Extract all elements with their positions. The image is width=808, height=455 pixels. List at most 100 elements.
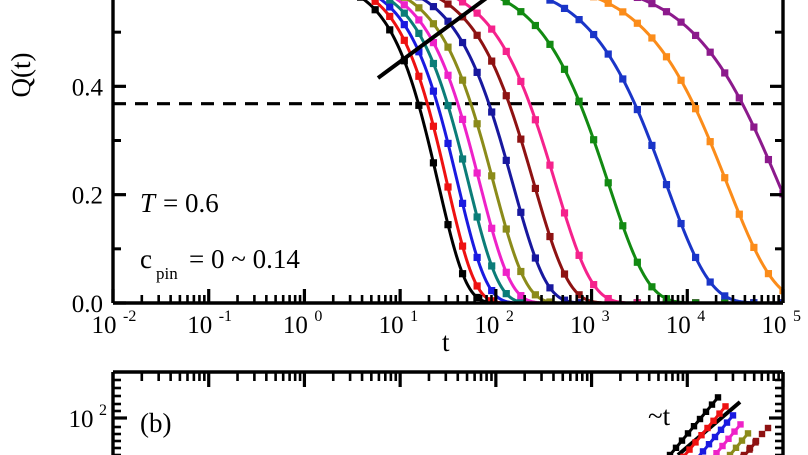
series-marker [721,299,729,302]
svg-text:4: 4 [697,308,705,325]
panel-b-series-marker [672,444,680,451]
series-marker [386,3,394,11]
series-marker [575,299,583,302]
series-marker [458,76,467,84]
series-marker [400,9,408,17]
panel-b-series [713,421,744,455]
x-tick-label: 10 0 [283,308,323,339]
svg-text:1: 1 [410,308,418,325]
series-marker [473,282,481,290]
series-marker [400,1,408,9]
series-marker [692,299,700,302]
series-marker [517,135,525,143]
series-marker [458,115,467,123]
svg-text:10: 10 [283,312,308,339]
series-marker [429,87,438,95]
series-marker [560,270,569,278]
panel-b-series-marker [729,412,737,419]
svg-text:2: 2 [99,402,107,419]
series-marker [458,270,467,278]
series-marker [444,17,452,25]
series-marker [648,141,656,150]
series-line [546,0,783,302]
panel-b-series-marker [678,437,686,444]
series-marker [677,18,685,26]
series-marker [575,291,583,299]
series-marker [473,68,481,76]
panel-b-series-marker [666,451,674,455]
series-marker [429,159,438,167]
series-marker [386,0,394,4]
series-marker [400,36,408,44]
series-marker [546,40,554,48]
pin-symbol: c [140,244,152,274]
series-marker [692,105,700,113]
panel-b-series-marker [744,430,752,437]
panel-b-series-marker [717,426,725,433]
panel-b-series-marker [686,446,693,453]
series-marker [517,77,525,86]
series-marker [415,72,423,80]
series-marker [604,0,612,7]
y-tick-label: 0.2 [72,183,103,210]
series-marker [415,101,423,109]
series-marker [750,243,758,252]
series-marker [371,0,379,5]
panel-b-series-marker [732,444,740,451]
series-marker [560,209,569,217]
panel-b-series-marker [719,442,726,450]
panel-b-series-outlier [740,424,772,455]
svg-text:0: 0 [314,308,322,325]
series-marker [488,286,496,295]
pin-range: = 0 ~ 0.14 [189,244,300,274]
panel-b-series [698,412,737,455]
series-marker [502,156,510,164]
series-marker [619,75,627,83]
series-marker [531,21,539,30]
panel-b-series-marker [752,437,760,445]
series-marker [764,155,773,164]
panel-b-slope-annotation: ~t [648,401,671,431]
series-marker [779,287,783,295]
svg-text:10: 10 [379,312,404,339]
series-marker [560,296,569,302]
series-marker [488,224,496,232]
x-tick-label: 10 1 [379,308,419,339]
panel-b-series-marker [705,441,713,448]
svg-text:3: 3 [602,308,610,325]
panel-b-series [726,430,752,455]
series-marker [415,16,423,24]
series-marker [517,292,525,300]
data-series [590,0,783,295]
series-marker [735,94,743,102]
series-marker [575,16,583,24]
series-marker [444,183,452,191]
panel-b-y-tick-label: 10 2 [69,402,108,433]
series-marker [633,105,641,114]
panel-b-series-marker [758,430,766,438]
series-marker [590,281,598,289]
series-marker [473,31,481,39]
x-tick-label: 10 4 [666,308,706,339]
series-marker [415,48,423,56]
series-marker [517,8,525,16]
svg-text:10: 10 [187,312,212,339]
svg-text:5: 5 [793,308,801,325]
annotation-pin-concentration: c pin = 0 ~ 0.14 [140,244,300,283]
svg-text:10: 10 [92,312,117,339]
series-marker [764,270,773,278]
panel-b-curves [666,394,772,455]
series-line [639,0,783,195]
series-marker [458,242,467,250]
y-tick-label: 0.4 [72,74,104,101]
series-marker [633,19,641,27]
temperature-symbol: T [140,188,157,218]
x-tick-label: 10 3 [570,308,610,339]
series-marker [400,0,408,1]
series-marker [706,48,714,56]
panel-b-series-marker [680,453,687,455]
panel-b-series-marker [698,432,705,439]
series-marker [488,172,496,180]
series-marker [473,9,481,17]
series-marker [575,251,583,259]
